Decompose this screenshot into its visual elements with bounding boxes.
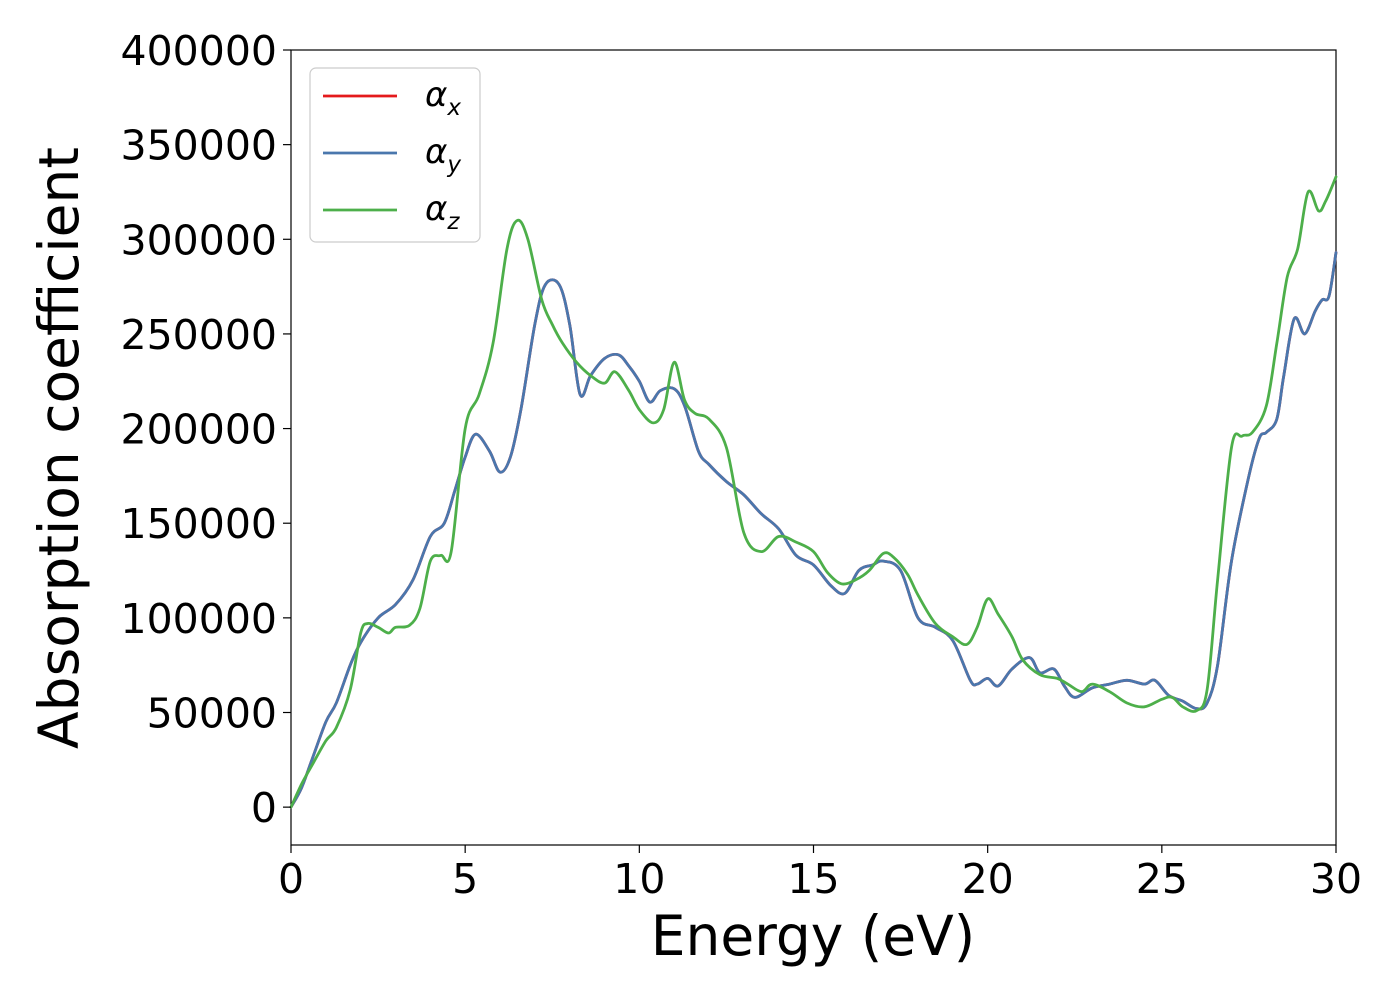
- y-tick-label: 250000: [120, 311, 277, 359]
- x-tick-label: 5: [452, 855, 478, 903]
- legend-subscript: y: [446, 152, 461, 178]
- x-tick-label: 15: [787, 855, 839, 903]
- y-tick-label: 400000: [120, 27, 277, 75]
- legend-label-y: αy: [425, 132, 461, 178]
- y-tick-label: 300000: [120, 216, 277, 264]
- series-line-z: [289, 175, 1338, 809]
- legend-symbol: α: [425, 132, 447, 172]
- y-tick-label: 0: [251, 784, 277, 832]
- series-layer: [289, 175, 1338, 809]
- y-tick-label: 100000: [120, 595, 277, 643]
- y-axis-title: Absorption coefficient: [27, 147, 91, 749]
- x-axis-title: Energy (eV): [651, 904, 975, 968]
- x-tick-label: 20: [962, 855, 1014, 903]
- x-tick-label: 0: [278, 855, 304, 903]
- y-tick-label: 200000: [120, 406, 277, 454]
- y-tick-label: 350000: [120, 122, 277, 170]
- y-tick-label: 150000: [120, 500, 277, 548]
- legend-symbol: α: [425, 189, 447, 229]
- legend-subscript: z: [446, 209, 460, 235]
- y-tick-label: 50000: [147, 690, 277, 738]
- x-axis: 0 5 10 15 20 25 30: [278, 845, 1362, 903]
- legend-subscript: x: [446, 95, 461, 121]
- y-axis: 0 50000 100000 150000 200000 250000 300000 3500…: [120, 27, 291, 832]
- series-line-y: [289, 251, 1338, 809]
- legend-label-x: αx: [425, 75, 461, 121]
- legend-label-z: αz: [425, 189, 460, 235]
- legend-box: [309, 67, 481, 243]
- legend-symbol: α: [425, 75, 447, 115]
- x-tick-label: 25: [1136, 855, 1188, 903]
- x-tick-label: 10: [613, 855, 665, 903]
- x-tick-label: 30: [1310, 855, 1362, 903]
